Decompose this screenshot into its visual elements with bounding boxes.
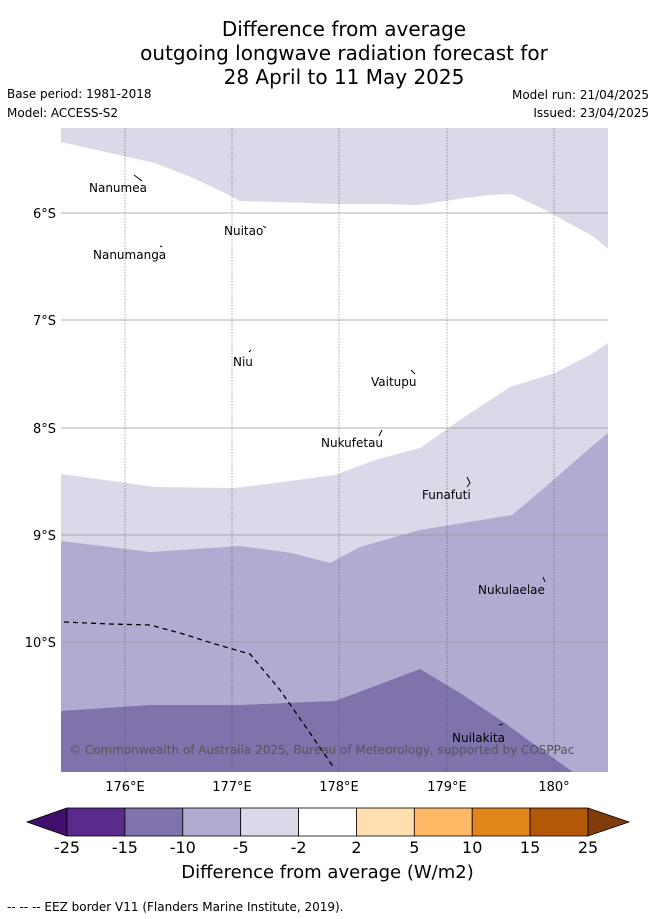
- nanumanga-island-icon: [159, 245, 163, 248]
- colorbar-segment: [182, 807, 242, 837]
- colorbar-segment: [66, 807, 126, 837]
- nanumea-island-icon: [133, 174, 143, 182]
- lon-tick-180: 180°: [538, 780, 569, 795]
- place-labels: Nanumea Nuitao Nanumanga Niu Vaitupu Nuk…: [89, 181, 545, 745]
- lon-tick-178e: 178°E: [319, 780, 359, 795]
- lat-tick-10s: 10°S: [25, 636, 56, 651]
- colorbar-tick-label: -25: [54, 838, 80, 857]
- colorbar-segment: [356, 807, 415, 837]
- lat-tick-7s: 7°S: [33, 314, 56, 329]
- nuilakita-island-icon: [498, 723, 504, 726]
- title-line-2: outgoing longwave radiation forecast for: [140, 41, 548, 65]
- lon-tick-176e: 176°E: [105, 780, 145, 795]
- graticule: [124, 128, 555, 772]
- eez-border: [63, 621, 335, 769]
- issued-date: Issued: 23/04/2025: [533, 106, 649, 120]
- title-line-1: Difference from average: [221, 17, 467, 41]
- nukufetau-island-icon: [378, 429, 383, 437]
- contour-band-minus-10-to-minus-15: [61, 669, 573, 772]
- place-label-nanumea: Nanumea: [89, 181, 147, 195]
- colorbar-extend-high: [587, 807, 631, 837]
- colorbar-tick-label: -5: [233, 838, 249, 857]
- niu-island-icon: [248, 349, 252, 353]
- islands: [133, 174, 546, 726]
- place-label-vaitupu: Vaitupu: [371, 375, 417, 389]
- place-label-nanumanga: Nanumanga: [93, 248, 166, 262]
- colorbar-segment: [529, 807, 589, 837]
- colorbar-segment: [413, 807, 473, 837]
- map-plot-area: Nanumea Nuitao Nanumanga Niu Vaitupu Nuk…: [61, 128, 608, 772]
- colorbar-segment: [471, 807, 531, 837]
- colorbar-tick-label: 5: [409, 838, 419, 857]
- model-run: Model run: 21/04/2025: [511, 88, 649, 102]
- vaitupu-island-icon: [410, 369, 416, 375]
- colorbar-tick-label: 2: [351, 838, 361, 857]
- colorbar-tick-label: -15: [112, 838, 138, 857]
- copyright-notice: © Commonwealth of Australia 2025, Bureau…: [69, 743, 574, 757]
- colorbar-extend-low: [25, 807, 68, 837]
- lat-tick-8s: 8°S: [33, 422, 56, 437]
- nuitao-island-icon: [262, 225, 267, 229]
- place-label-niu: Niu: [233, 355, 253, 369]
- lat-tick-6s: 6°S: [33, 207, 56, 222]
- colorbar: -25 -15 -10 -5 -2 2 5 10 15 25: [25, 807, 631, 857]
- nukulaelae-island-icon: [542, 576, 546, 583]
- funafuti-island-icon: [466, 476, 471, 488]
- latitude-axis: 6°S 7°S 8°S 9°S 10°S: [25, 207, 56, 651]
- colorbar-tick-label: -10: [170, 838, 196, 857]
- lon-tick-177e: 177°E: [212, 780, 252, 795]
- colorbar-tick-label: 15: [520, 838, 540, 857]
- lon-tick-179e: 179°E: [427, 780, 467, 795]
- model-name: Model: ACCESS-S2: [7, 106, 119, 120]
- base-period: Base period: 1981-2018: [7, 87, 152, 101]
- latitude-lines: [61, 212, 608, 643]
- eez-legend-note: -- -- -- EEZ border V11 (Flanders Marine…: [7, 900, 344, 914]
- colorbar-tick-label: -2: [291, 838, 307, 857]
- colorbar-tick-label: 10: [462, 838, 482, 857]
- colorbar-label: Difference from average (W/m2): [181, 862, 474, 883]
- place-label-funafuti: Funafuti: [422, 488, 471, 502]
- lat-tick-9s: 9°S: [33, 529, 56, 544]
- colorbar-tick-label: 25: [578, 838, 598, 857]
- contour-band-minus-5-to-minus-10: [61, 433, 608, 772]
- colorbar-segment: [298, 807, 357, 837]
- longitude-axis: 176°E 177°E 178°E 179°E 180°: [105, 780, 569, 795]
- contour-band-minus-2-to-minus-5-north: [61, 128, 608, 249]
- place-label-nuilakita: Nuilakita: [452, 731, 505, 745]
- colorbar-segment: [240, 807, 299, 837]
- place-label-nukufetau: Nukufetau: [321, 436, 383, 450]
- place-label-nukulaelae: Nukulaelae: [478, 583, 545, 597]
- title-line-3: 28 April to 11 May 2025: [223, 65, 465, 89]
- place-label-nuitao: Nuitao: [224, 224, 263, 238]
- colorbar-segment: [124, 807, 184, 837]
